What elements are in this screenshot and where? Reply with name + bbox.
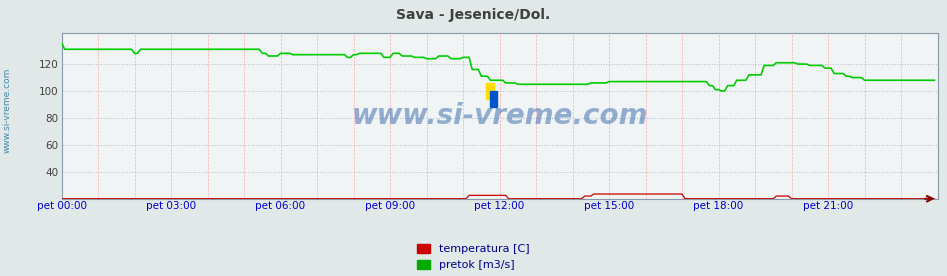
Legend: temperatura [C], pretok [m3/s]: temperatura [C], pretok [m3/s] bbox=[417, 244, 530, 270]
Text: Sava - Jesenice/Dol.: Sava - Jesenice/Dol. bbox=[397, 8, 550, 22]
Text: www.si-vreme.com: www.si-vreme.com bbox=[351, 102, 648, 130]
Text: www.si-vreme.com: www.si-vreme.com bbox=[3, 68, 12, 153]
Bar bbox=[490, 91, 497, 107]
Bar bbox=[487, 83, 493, 99]
